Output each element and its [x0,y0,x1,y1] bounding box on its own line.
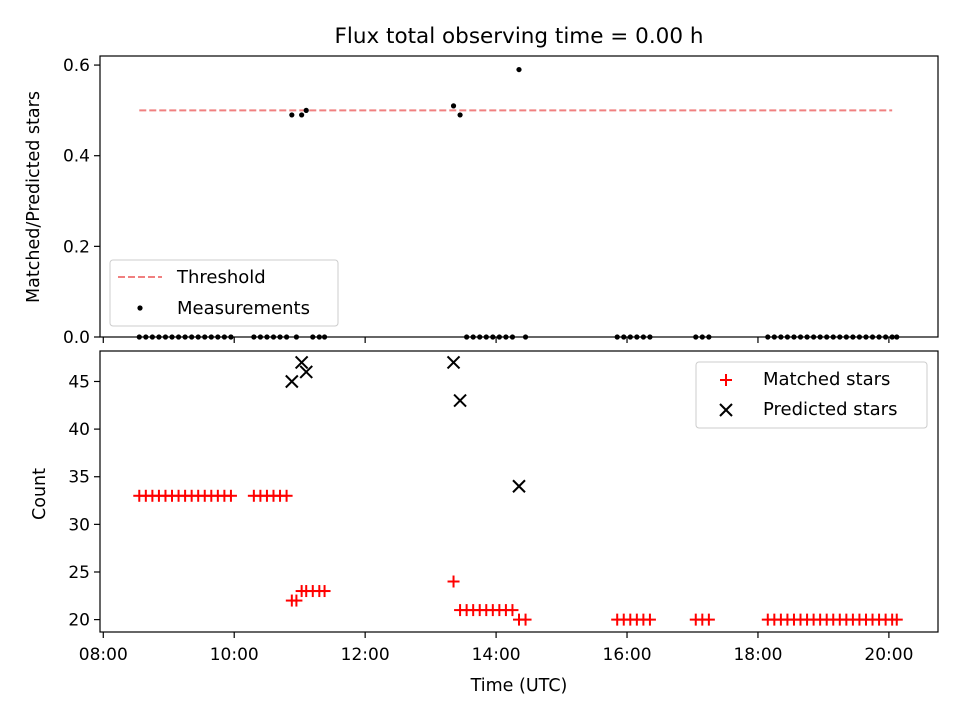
measurements-point [303,107,309,113]
count-x-tick-label: 10:00 [210,645,259,665]
matched-stars-point [890,613,903,626]
predicted-stars-legend-label: Predicted stars [763,399,897,420]
count-panel: 08:00 10:00 12:00 14:00 16:00 18:00 20:00 20 25 3… [30,350,939,696]
matched-stars-point [224,489,237,502]
ratio-y-tick-label: 0.2 [63,237,90,257]
ratio-legend: Threshold Measurements [109,259,339,327]
predicted-stars-point [512,479,526,493]
count-y-tick-label: 40 [68,420,90,440]
count-x-tick-label: 18:00 [733,645,782,665]
matched-stars-point [290,594,303,607]
ratio-y-tick-label: 0.6 [63,56,90,76]
count-axis-ticks: 08:00 10:00 12:00 14:00 16:00 18:00 20:00 20 25 3… [68,372,913,665]
predicted-stars-point [294,355,309,370]
measurements-point [299,112,305,118]
count-x-axis-label: Time (UTC) [470,676,568,696]
count-legend-box [695,361,928,429]
count-x-tick-label: 08:00 [79,645,128,665]
predicted-stars-point [299,365,313,379]
matched-stars-point [702,613,715,626]
count-x-tick-label: 14:00 [472,645,521,665]
matched-stars-point [318,585,331,598]
matched-stars-legend-swatch [720,374,732,386]
ratio-legend-box [109,259,339,327]
predicted-stars-point [453,393,467,408]
measurements-point [516,66,522,73]
matched-stars-point [519,613,532,626]
count-y-axis-label: Count [30,468,50,520]
count-plot-frame [99,350,939,633]
count-y-tick-label: 35 [68,468,90,488]
count-x-tick-label: 20:00 [864,645,913,665]
measurements-point [457,112,463,118]
measurements-point [450,103,457,109]
measurements-legend-label: Measurements [177,298,310,319]
count-y-tick-label: 45 [68,372,90,392]
predicted-stars-point [285,374,299,389]
ratio-plot-area [136,66,900,340]
count-y-tick-label: 30 [68,515,90,535]
ratio-panel: 0.0 0.2 0.4 0.6 Matched/Predicted stars Thr… [24,55,939,348]
matched-stars-point [643,613,656,626]
matched-stars-point [506,604,519,617]
measurements-point [289,112,295,118]
count-y-tick-label: 20 [68,611,90,631]
predicted-stars-legend-swatch [719,403,733,417]
count-x-tick-label: 12:00 [341,645,390,665]
threshold-legend-label: Threshold [176,267,266,288]
measurements-legend-swatch [137,305,143,311]
ratio-y-tick-label: 0.4 [63,147,90,167]
matched-stars-point [280,489,293,502]
ratio-y-axis-label: Matched/Predicted stars [24,91,44,303]
count-legend: Matched stars Predicted stars [695,361,928,429]
count-x-tick-label: 16:00 [603,645,652,665]
ratio-plot-frame [99,55,939,338]
matched-stars-legend-label: Matched stars [763,369,890,390]
chart-title: Flux total observing time = 0.00 h [335,24,704,49]
predicted-stars-point [446,355,461,370]
matched-stars-point [447,575,460,588]
ratio-y-tick-label: 0.0 [63,328,90,348]
ratio-axis-ticks: 0.0 0.2 0.4 0.6 [63,56,890,348]
count-plot-area [133,355,903,626]
count-y-tick-label: 25 [68,563,90,583]
